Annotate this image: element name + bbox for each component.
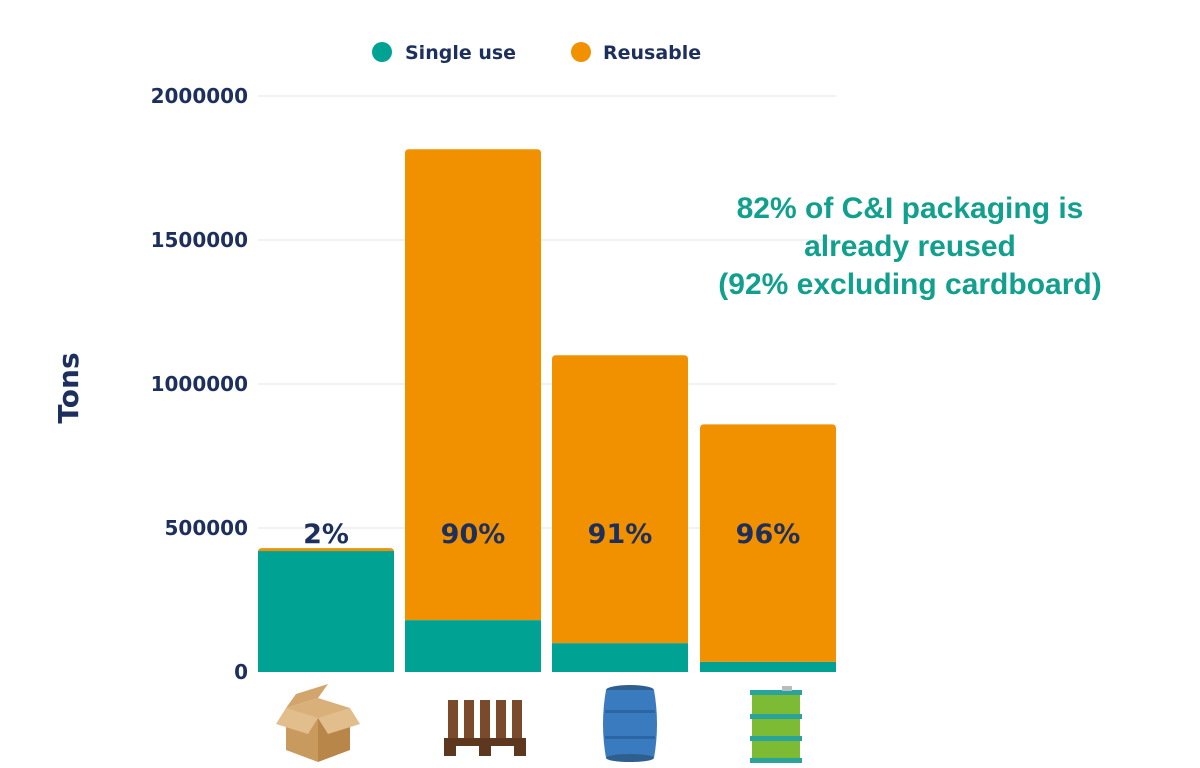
y-axis-label: Tons — [52, 352, 85, 423]
y-tick-label: 2000000 — [151, 84, 248, 108]
bar-reusable — [552, 355, 688, 644]
y-tick-label: 0 — [234, 660, 248, 684]
cardboard-box-icon — [276, 684, 360, 762]
bar-single-use — [552, 643, 688, 672]
steel-drum-icon — [750, 686, 802, 763]
annotation-line-3: (92% excluding cardboard) — [718, 268, 1102, 301]
bar-percent-label: 91% — [588, 519, 653, 550]
legend-label-reusable: Reusable — [603, 42, 701, 64]
bar-single-use — [700, 661, 836, 672]
wooden-pallet-icon — [444, 700, 526, 756]
annotation: 82% of C&I packaging is already reused (… — [660, 190, 1160, 304]
bar-percent-label: 2% — [303, 519, 349, 550]
bar-single-use — [405, 620, 541, 672]
bar-single-use — [258, 551, 394, 672]
bars-layer — [258, 149, 836, 672]
bar-reusable — [258, 548, 394, 553]
y-tick-label: 500000 — [165, 516, 249, 540]
legend: Single use Reusable — [372, 42, 701, 64]
y-tick-label: 1000000 — [151, 372, 248, 396]
legend-label-single-use: Single use — [405, 42, 516, 64]
bar-reusable — [405, 149, 541, 621]
y-tick-labels: 0 500000 1000000 1500000 2000000 — [151, 84, 248, 684]
bar-percent-label: 96% — [736, 519, 801, 550]
annotation-line-2: already reused — [804, 230, 1016, 263]
annotation-line-1: 82% of C&I packaging is — [736, 192, 1084, 225]
bar-reusable — [700, 424, 836, 662]
legend-swatch-reusable — [571, 42, 591, 62]
bar-percent-label: 90% — [441, 519, 506, 550]
legend-swatch-single-use — [372, 42, 392, 62]
plastic-drum-icon — [603, 685, 657, 762]
bar-labels: 2% 90% 91% 96% — [303, 519, 800, 550]
y-tick-label: 1500000 — [151, 228, 248, 252]
